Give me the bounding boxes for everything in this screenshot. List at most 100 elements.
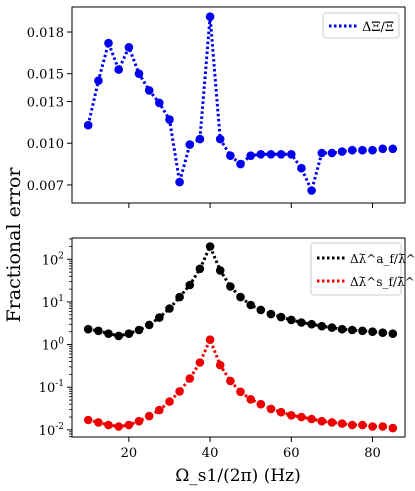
top-data-point [124, 43, 134, 52]
top-series-layer [83, 12, 398, 195]
bottom-data-point [236, 387, 245, 397]
bottom-xtick-label: 20 [121, 446, 138, 461]
bottom-data-point [114, 422, 123, 431]
top-data-point [297, 163, 306, 173]
bottom-data-point [104, 329, 113, 339]
shared-ylabel: Fractional error [3, 167, 25, 323]
bottom-data-point [83, 324, 93, 334]
top-data-point [266, 150, 276, 159]
top-data-point [317, 148, 327, 158]
bottom-data-point [327, 323, 337, 332]
top-panel: 0.007 0.010 0.013 0.015 0.018 ΔΞ/Ξ [27, 6, 406, 208]
bottom-data-point [226, 376, 235, 386]
top-data-point [246, 151, 255, 160]
bottom-data-point [276, 312, 286, 322]
top-data-point [226, 151, 235, 160]
top-data-point [276, 150, 286, 159]
top-data-point [307, 186, 316, 195]
bottom-legend-label-s: Δλ̄^s_f/λ̄^s_f [350, 275, 415, 289]
bottom-data-point [124, 420, 134, 430]
bottom-series-line-1 [87, 335, 394, 430]
top-data-point [287, 150, 296, 159]
top-data-point [327, 148, 337, 158]
bottom-data-point [266, 404, 276, 414]
bottom-data-point [287, 411, 296, 420]
bottom-data-point [195, 358, 205, 367]
bottom-data-point [358, 420, 367, 430]
bottom-data-point [165, 397, 174, 406]
bottom-data-point [155, 313, 164, 322]
bottom-data-point [307, 414, 316, 424]
x-axis-label: Ω_s1/(2π) (Hz) [175, 466, 301, 486]
bottom-data-point [175, 292, 184, 302]
bottom-data-point [388, 329, 398, 339]
top-data-point [358, 145, 367, 155]
bottom-data-point [134, 325, 144, 335]
bottom-data-point [276, 407, 286, 417]
bottom-data-point [358, 326, 367, 336]
bottom-ytick-label: 100 [42, 337, 65, 354]
bottom-data-point [94, 418, 103, 427]
bottom-ytick-label: 102 [42, 251, 64, 268]
bottom-data-point [368, 327, 377, 337]
bottom-data-point [256, 399, 266, 409]
top-legend-box [322, 12, 400, 39]
bottom-data-point [246, 300, 255, 310]
bottom-data-point [205, 242, 215, 251]
top-ytick-label: 0.018 [27, 26, 64, 41]
bottom-data-point [337, 419, 347, 428]
top-data-point [195, 134, 205, 144]
bottom-data-point [144, 411, 154, 421]
top-data-point [155, 98, 164, 108]
bottom-data-point [124, 329, 134, 339]
bottom-data-point [94, 326, 103, 336]
top-data-point [205, 12, 215, 21]
bottom-data-point [256, 305, 266, 315]
bottom-legend-label-a: Δλ̄^a_f/λ̄^a_f [350, 252, 415, 266]
bottom-ytick-label: 10-1 [39, 379, 64, 396]
bottom-ytick-label: 101 [42, 294, 64, 311]
bottom-data-point [155, 405, 164, 415]
bottom-data-point [185, 280, 195, 290]
bottom-ytick-label: 10-2 [39, 422, 64, 439]
top-axis-ticks: 0.007 0.010 0.013 0.015 0.018 [27, 26, 374, 208]
bottom-data-point [287, 315, 296, 325]
top-legend: ΔΞ/Ξ [322, 12, 400, 39]
bottom-xtick-label: 60 [283, 446, 300, 461]
top-data-point [256, 150, 266, 159]
bottom-data-point [215, 360, 225, 370]
bottom-data-point [144, 320, 154, 330]
bottom-legend: Δλ̄^a_f/λ̄^a_f Δλ̄^s_f/λ̄^s_f [310, 242, 415, 296]
bottom-data-point [236, 292, 245, 302]
top-data-point [347, 145, 357, 155]
bottom-xtick-label: 80 [364, 446, 381, 461]
top-data-point [236, 159, 245, 169]
top-ytick-label: 0.007 [27, 179, 64, 194]
top-data-point [337, 147, 347, 156]
bottom-data-point [83, 415, 93, 425]
bottom-data-point [378, 422, 388, 431]
bottom-panel: 10-2 10-1 100 101 102 20 40 60 80 Δλ̄^a_f/λ̄^a_f… [39, 237, 415, 461]
top-data-point [83, 120, 93, 130]
bottom-data-point [246, 395, 255, 404]
bottom-data-point [388, 423, 398, 433]
bottom-xtick-label: 40 [202, 446, 219, 461]
bottom-data-point [226, 282, 235, 291]
top-data-point [215, 134, 225, 144]
top-plot-frame [71, 6, 406, 204]
bottom-data-point [185, 374, 195, 383]
top-legend-label: ΔΞ/Ξ [362, 20, 394, 35]
bottom-data-point [317, 416, 327, 426]
bottom-data-point [195, 264, 205, 274]
bottom-data-point [297, 318, 306, 327]
bottom-data-point [347, 325, 357, 335]
top-data-point [134, 69, 144, 78]
top-data-point [114, 65, 123, 74]
top-data-point [185, 140, 195, 149]
bottom-axis-ticks: 10-2 10-1 100 101 102 20 40 60 80 [39, 238, 381, 461]
bottom-data-point [378, 328, 388, 338]
top-data-point [368, 145, 377, 155]
bottom-data-point [266, 309, 276, 319]
bottom-data-point [297, 412, 306, 422]
